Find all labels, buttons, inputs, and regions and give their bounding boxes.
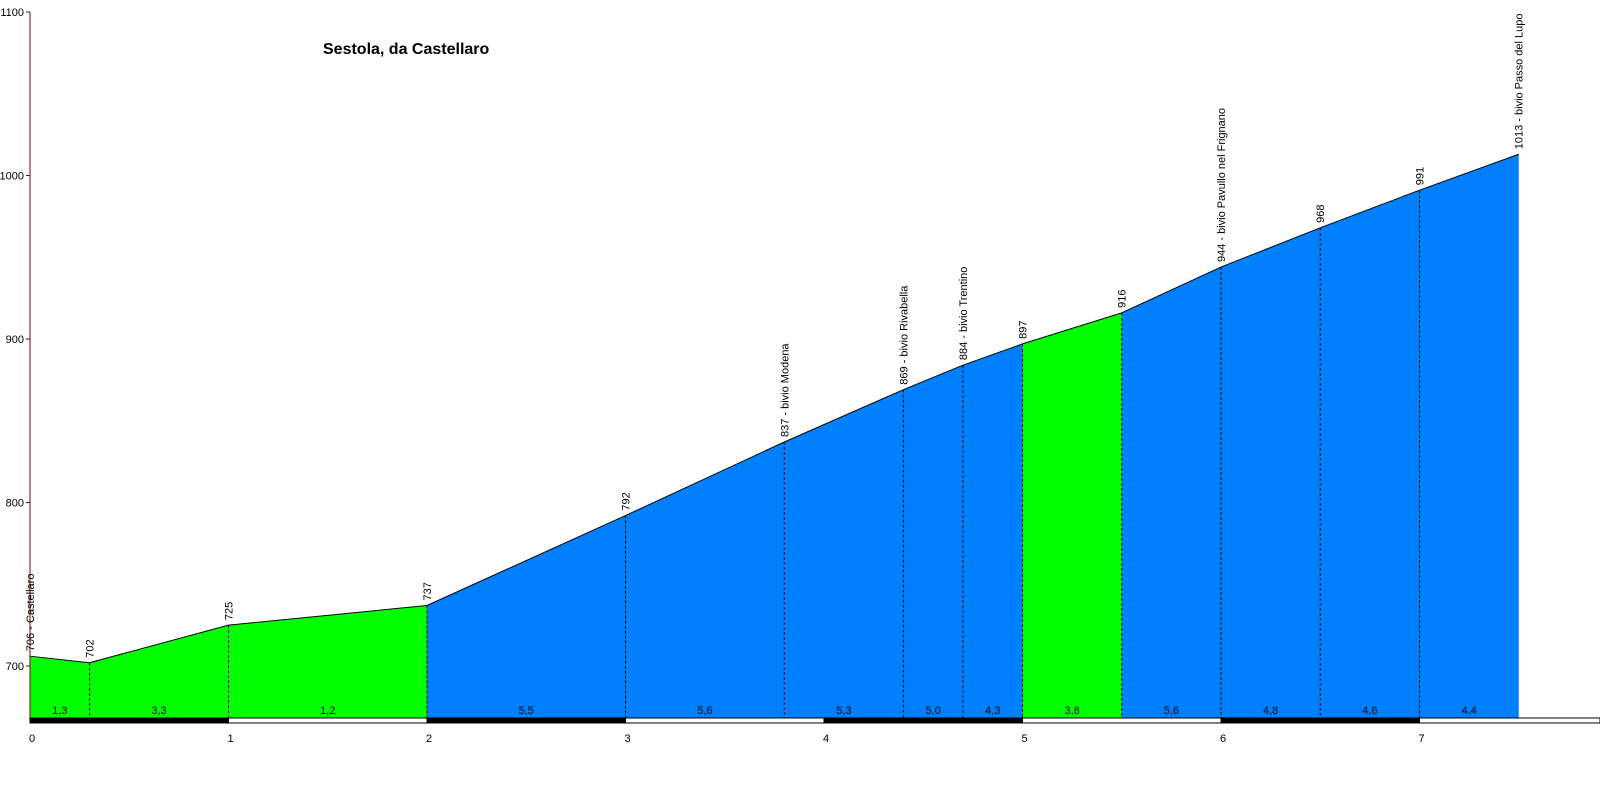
segment-grade-label: 5,5	[519, 705, 534, 717]
profile-outline	[1419, 153, 1519, 191]
y-tick-label: 800	[6, 498, 24, 510]
profile-segment-area	[1419, 154, 1519, 718]
point-elevation-label: 725	[224, 602, 236, 620]
profile-outline	[89, 624, 229, 664]
profile-segment-area	[784, 389, 904, 718]
y-tick-label: 1100	[0, 7, 24, 19]
distance-scale-block	[1022, 717, 1222, 724]
profile-outline	[426, 515, 626, 606]
point-elevation-label: 706 - Castellaro	[25, 574, 37, 652]
x-tick-label: 1	[227, 733, 233, 745]
distance-scale-block	[426, 717, 626, 724]
distance-scale-block	[1220, 717, 1420, 724]
segment-grade-label: 5,6	[1164, 705, 1179, 717]
segment-grade-label: 4,4	[1461, 705, 1476, 717]
segment-grade-label: 1,3	[52, 705, 67, 717]
segment-grade-label: 4,8	[1263, 705, 1278, 717]
profile-segment-area	[962, 343, 1023, 718]
point-elevation-label: 737	[422, 582, 434, 600]
distance-scale-block	[823, 717, 1023, 724]
x-tick-label: 7	[1418, 733, 1424, 745]
chart-title: Sestola, da Castellaro	[323, 41, 490, 58]
distance-scale-block	[625, 717, 825, 724]
point-elevation-label: 991	[1415, 167, 1427, 185]
segment-grade-label: 3,3	[151, 705, 166, 717]
x-tick-label: 3	[624, 733, 630, 745]
profile-segment-area	[228, 605, 427, 718]
y-tick-label: 900	[6, 334, 24, 346]
profile-segment-area	[1022, 312, 1122, 718]
profile-outline	[29, 655, 90, 664]
profile-outline	[1220, 227, 1321, 268]
profile-segment-area	[30, 656, 90, 718]
point-elevation-label: 702	[85, 639, 97, 657]
point-elevation-label: 884 - bivio Trentino	[958, 267, 970, 361]
profile-outline	[1022, 312, 1122, 345]
profile-segment-area	[1121, 267, 1221, 718]
point-elevation-label: 792	[621, 492, 633, 510]
x-tick-label: 5	[1021, 733, 1027, 745]
profile-segment-area	[1320, 190, 1420, 719]
point-elevation-label: 916	[1117, 289, 1129, 307]
segment-grade-label: 1,2	[320, 705, 335, 717]
x-tick-label: 0	[29, 733, 35, 745]
profile-segment-area	[1221, 227, 1321, 718]
point-elevation-label: 897	[1018, 321, 1030, 339]
profile-segment-area	[903, 365, 963, 718]
point-elevation-label: 837 - bivio Modena	[779, 343, 791, 437]
profile-outline	[1121, 266, 1222, 314]
profile-segment-area	[427, 515, 626, 718]
segment-grade-label: 5,3	[836, 705, 851, 717]
profile-outline	[1320, 189, 1420, 229]
segment-grade-label: 3,8	[1064, 705, 1079, 717]
x-tick-label: 4	[823, 733, 829, 745]
profile-outline	[962, 343, 1023, 366]
point-elevation-label: 968	[1315, 204, 1327, 222]
point-elevation-label: 944 - bivio Pavullo nel Frignano	[1216, 108, 1228, 262]
profile-outline	[903, 364, 964, 391]
segment-grade-label: 5,0	[926, 705, 941, 717]
profile-outline	[784, 389, 904, 443]
profile-segment-area	[89, 625, 229, 718]
profile-segment-area	[625, 442, 785, 718]
point-elevation-label: 869 - bivio Rivabella	[898, 285, 910, 385]
distance-scale-block	[29, 717, 229, 724]
distance-scale-block	[228, 717, 428, 724]
x-tick-label: 2	[426, 733, 432, 745]
point-elevation-label: 1013 - bivio Passo del Lupo	[1514, 13, 1526, 149]
y-tick-label: 700	[6, 661, 24, 673]
profile-outline	[625, 441, 785, 517]
segment-grade-label: 5,6	[697, 705, 712, 717]
segment-grade-label: 4,6	[1362, 705, 1377, 717]
distance-scale-block	[1419, 717, 1600, 724]
y-tick-label: 1000	[0, 171, 24, 183]
segment-grade-label: 4,3	[985, 705, 1000, 717]
profile-outline	[228, 605, 428, 626]
x-tick-label: 6	[1220, 733, 1226, 745]
